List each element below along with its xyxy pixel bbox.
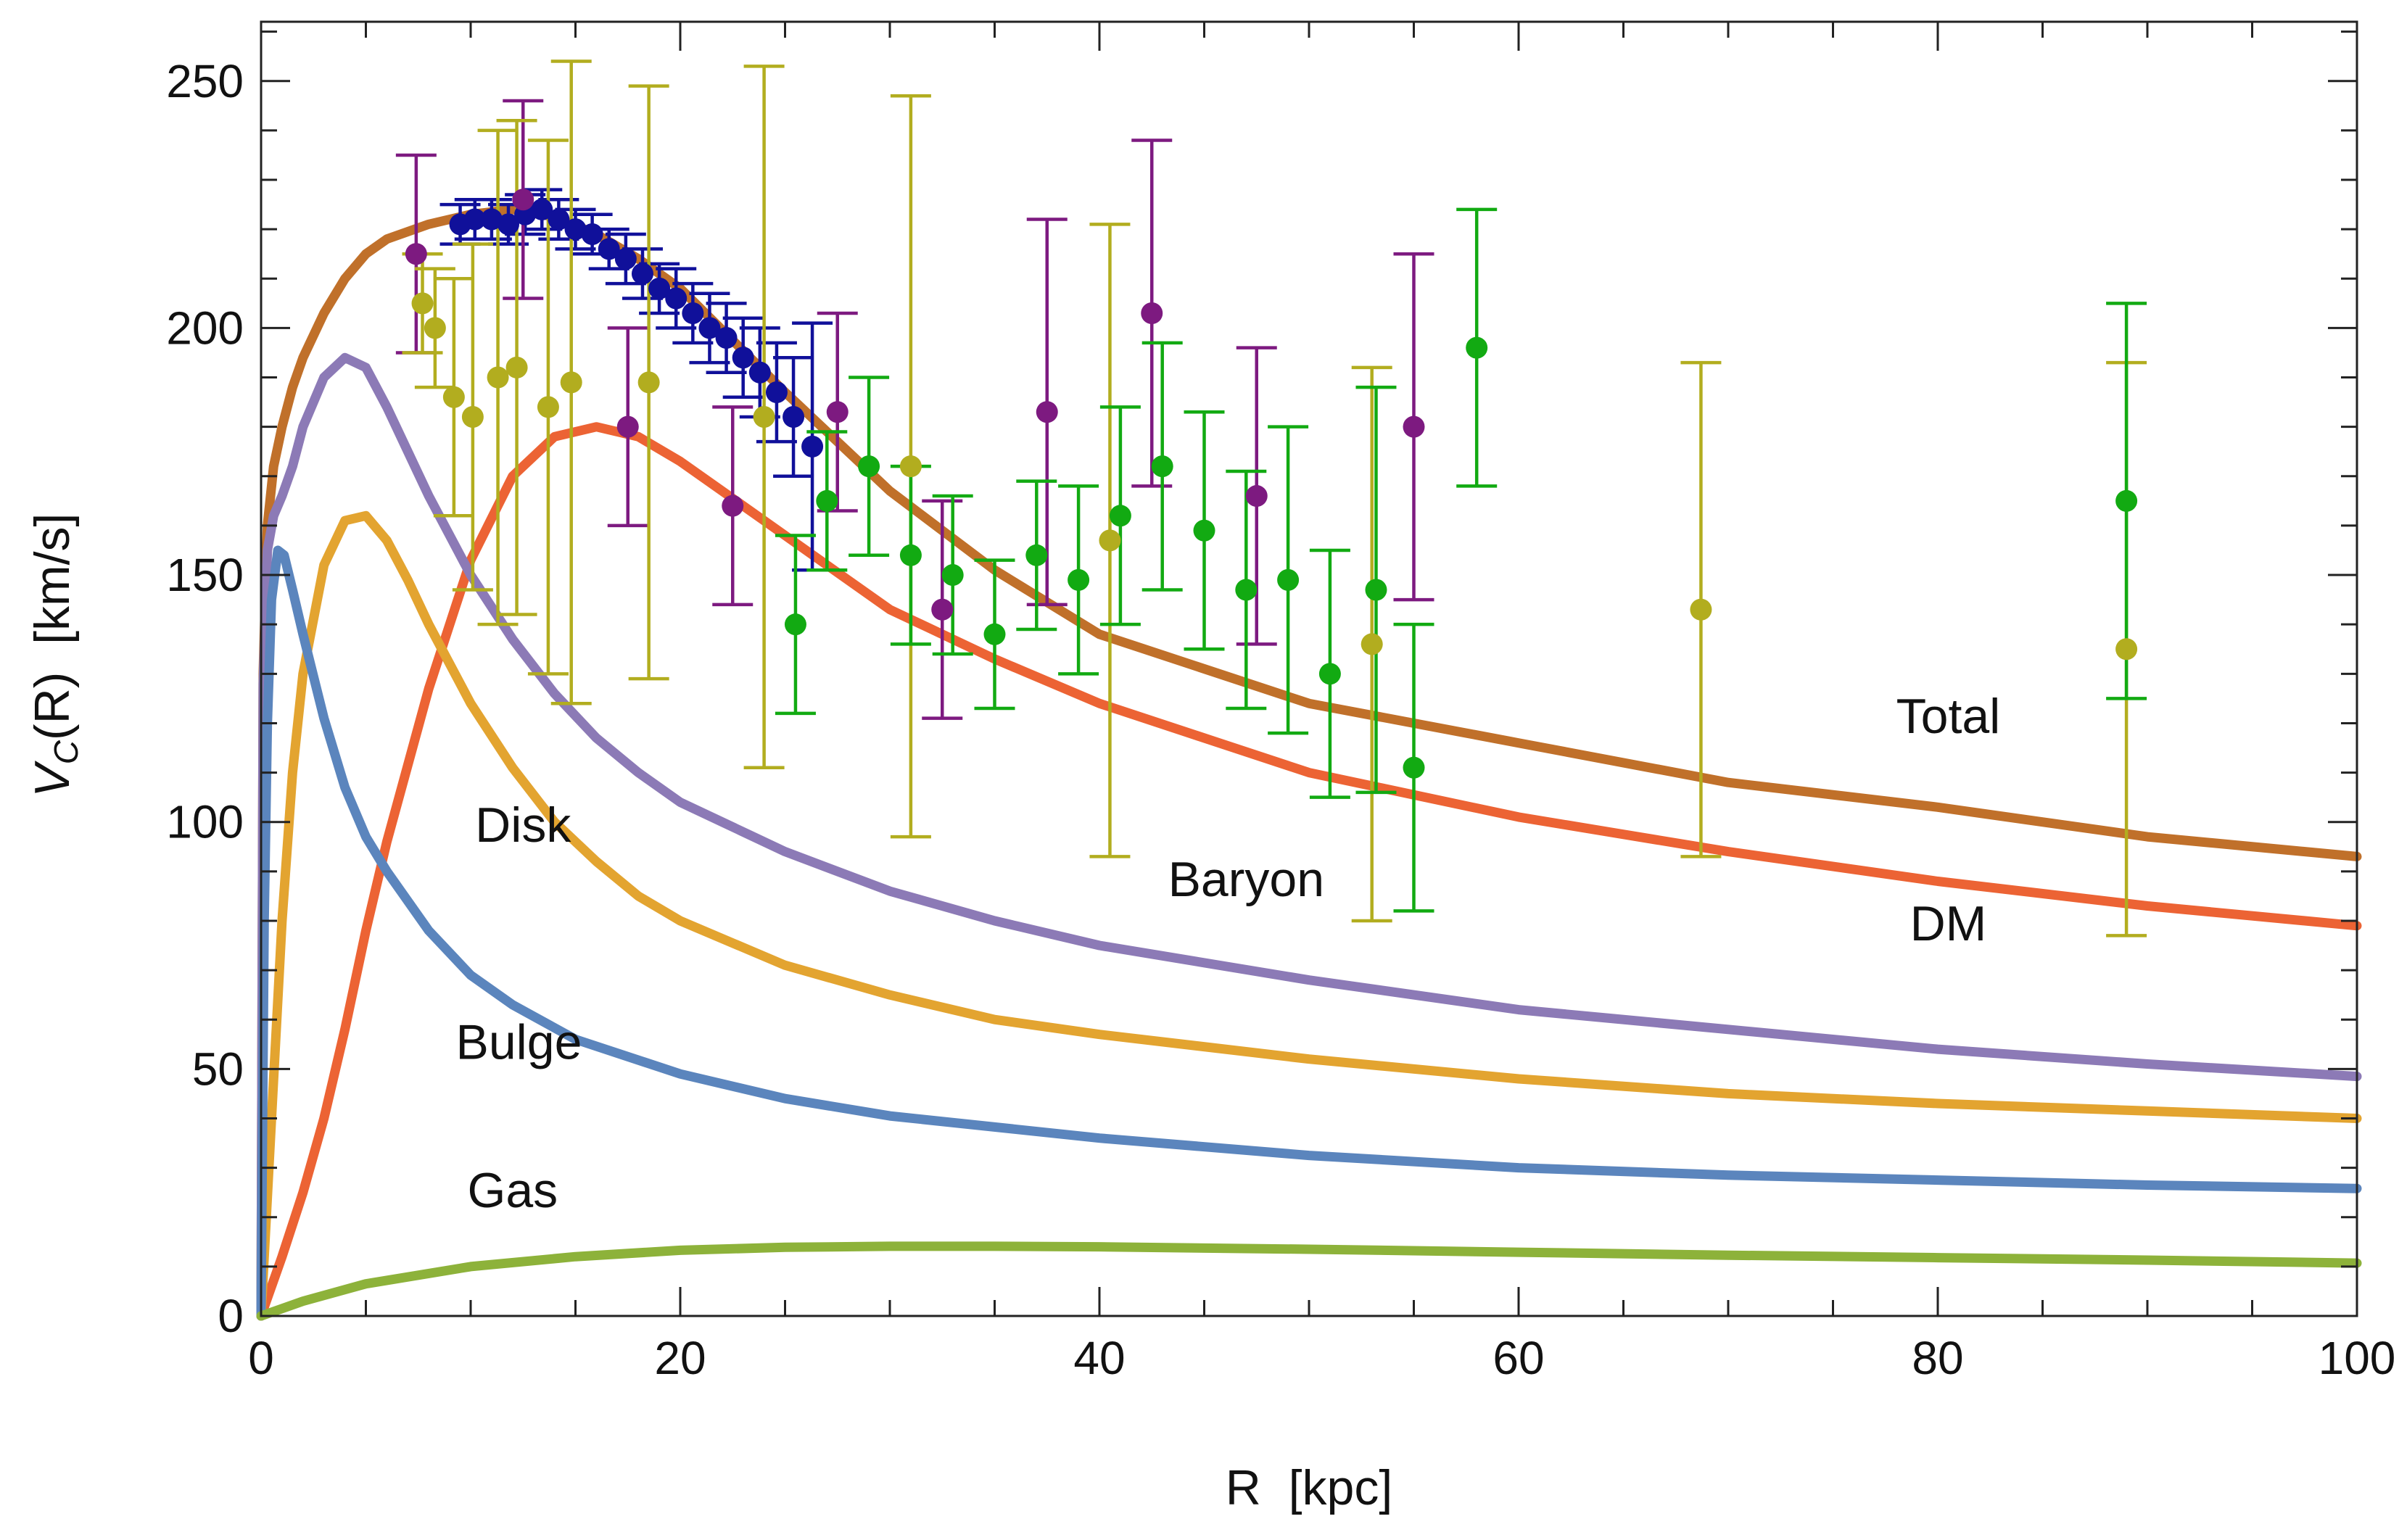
point-a-blue-3	[497, 213, 520, 236]
point-d-green-9	[1151, 455, 1173, 478]
curve-label-baryon: Baryon	[1168, 852, 1324, 907]
point-d-green-14	[1365, 579, 1387, 601]
point-a-blue-15	[698, 317, 721, 339]
point-b-purple-7	[1141, 302, 1163, 324]
curve-labels-layer: Total DM Baryon Disk Bulge Gas	[456, 689, 2001, 1218]
tick-labels-layer: 0 20 40 60 80 100 0 50 100 150 200 250	[166, 55, 2395, 1384]
x-tick-label-80: 80	[1912, 1332, 1963, 1384]
x-tick-label-60: 60	[1492, 1332, 1544, 1384]
y-axis-label-rest: (R) [km/s]	[25, 513, 80, 741]
curve-baryon	[256, 352, 2362, 1321]
point-a-blue-6	[548, 208, 570, 231]
y-tick-label-100: 100	[166, 796, 244, 848]
point-d-green-1	[816, 489, 838, 512]
y-tick-label-50: 50	[192, 1043, 244, 1095]
point-d-green-15	[1403, 756, 1425, 779]
point-a-blue-17	[732, 347, 754, 369]
point-d-green-10	[1193, 519, 1215, 542]
point-b-purple-5	[931, 598, 954, 621]
point-c-olive-11	[1099, 529, 1121, 552]
point-d-green-12	[1277, 568, 1300, 591]
point-b-purple-8	[1245, 485, 1268, 508]
point-d-green-17	[2115, 489, 2138, 512]
point-b-purple-3	[722, 494, 744, 517]
curve-dm	[256, 422, 2362, 1321]
point-b-purple-0	[405, 243, 427, 265]
curve-gas	[256, 1241, 2362, 1321]
point-d-green-5	[983, 623, 1006, 645]
y-axis-label: VC(R) [km/s]	[25, 444, 85, 893]
point-a-blue-1	[463, 208, 486, 231]
point-c-olive-4	[487, 366, 509, 389]
curve-disk	[256, 510, 2362, 1321]
point-a-blue-18	[748, 361, 771, 384]
curve-bulge	[256, 545, 2362, 1321]
point-c-olive-7	[560, 371, 582, 394]
ticks-layer	[260, 22, 2358, 1317]
point-c-olive-10	[899, 455, 922, 478]
point-c-olive-2	[442, 386, 465, 408]
point-a-blue-20	[783, 406, 805, 429]
point-a-blue-21	[801, 435, 824, 458]
point-b-purple-2	[616, 415, 639, 438]
point-d-green-2	[858, 455, 880, 478]
y-axis-label-sub: C	[47, 740, 85, 764]
curve-label-total: Total	[1896, 689, 2001, 744]
point-c-olive-5	[505, 356, 528, 378]
point-c-olive-6	[537, 396, 559, 418]
x-tick-label-40: 40	[1073, 1332, 1125, 1384]
point-d-green-11	[1235, 579, 1258, 601]
point-a-blue-12	[648, 277, 671, 299]
point-a-blue-7	[564, 218, 587, 241]
point-a-blue-14	[682, 302, 704, 324]
y-tick-label-0: 0	[218, 1290, 244, 1342]
point-d-green-8	[1109, 505, 1131, 527]
point-c-olive-9	[753, 406, 775, 429]
point-d-green-16	[1466, 336, 1488, 359]
point-d-green-4	[941, 564, 964, 587]
point-d-green-7	[1068, 568, 1090, 591]
point-b-purple-1	[512, 189, 534, 211]
point-d-green-13	[1318, 663, 1341, 685]
point-a-blue-2	[480, 208, 503, 231]
point-b-purple-9	[1403, 415, 1425, 438]
y-tick-label-250: 250	[166, 55, 244, 107]
point-c-olive-0	[411, 292, 434, 315]
x-tick-label-100: 100	[2319, 1332, 2396, 1384]
x-tick-label-20: 20	[654, 1332, 706, 1384]
point-c-olive-1	[424, 317, 446, 339]
point-c-olive-13	[1690, 598, 1712, 621]
x-axis-label: R [kpc]	[1226, 1460, 1393, 1515]
y-axis-label-var: V	[25, 761, 80, 798]
point-a-blue-16	[715, 327, 738, 349]
point-a-blue-10	[614, 248, 637, 270]
y-tick-label-200: 200	[166, 302, 244, 354]
x-tick-label-0: 0	[248, 1332, 274, 1384]
point-c-olive-12	[1361, 633, 1383, 655]
curve-label-bulge: Bulge	[456, 1015, 582, 1070]
point-c-olive-8	[637, 371, 660, 394]
point-d-green-3	[899, 544, 922, 566]
point-b-purple-6	[1036, 401, 1058, 423]
point-a-blue-11	[631, 262, 653, 285]
point-d-green-0	[784, 613, 806, 636]
point-b-purple-4	[826, 401, 849, 423]
curve-label-gas: Gas	[467, 1163, 558, 1218]
point-c-olive-14	[2115, 638, 2138, 661]
point-a-blue-9	[598, 238, 620, 260]
points-layer	[405, 189, 2138, 779]
point-a-blue-5	[531, 198, 553, 220]
point-a-blue-8	[581, 223, 603, 245]
point-a-blue-19	[765, 381, 788, 403]
curve-label-dm: DM	[1910, 896, 1987, 951]
point-a-blue-13	[665, 287, 688, 310]
y-tick-label-150: 150	[166, 549, 244, 601]
curve-label-disk: Disk	[475, 798, 571, 853]
point-d-green-6	[1025, 544, 1048, 566]
point-c-olive-3	[461, 406, 484, 429]
